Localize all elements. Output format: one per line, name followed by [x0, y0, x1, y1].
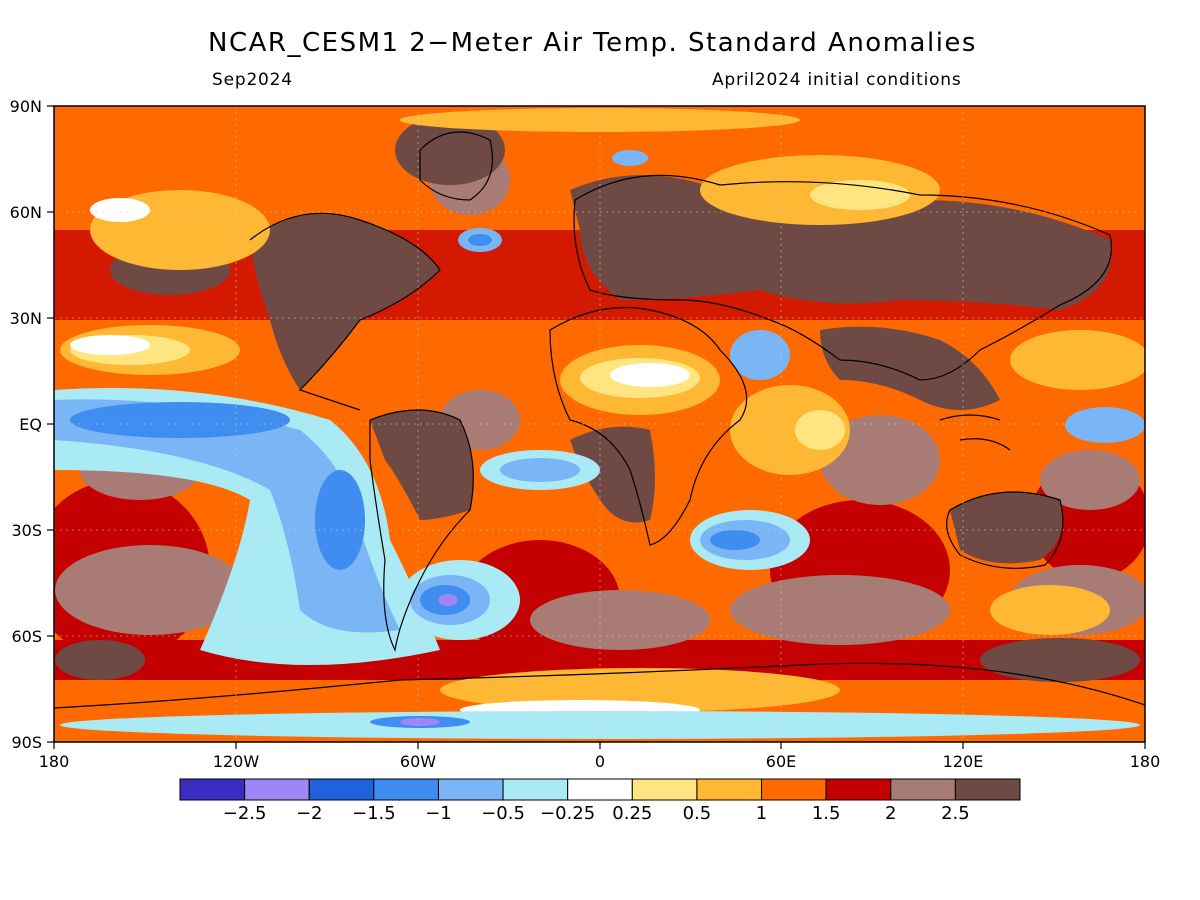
lon-label-60e: 60E: [766, 752, 796, 771]
colorbar-label: −0.25: [540, 803, 595, 824]
colorbar-label: −0.5: [481, 803, 525, 824]
colorbar-swatch: [308, 778, 375, 801]
coastlines: [54, 131, 1145, 709]
colorbar-label: 2: [885, 803, 896, 824]
colorbar-label: 1.5: [812, 803, 841, 824]
map-gridlines: [54, 106, 1145, 742]
colorbar-swatch: [954, 778, 1021, 801]
forecast-month: Sep2024: [212, 70, 293, 90]
initial-conditions: April2024 initial conditions: [712, 70, 962, 90]
axis-ticks: [47, 105, 1146, 749]
map-title: NCAR_CESM1 2−Meter Air Temp. Standard An…: [208, 28, 977, 58]
lat-label-60s: 60S: [11, 627, 42, 646]
lon-label-120e: 120E: [943, 752, 984, 771]
colorbar-label: −1.5: [352, 803, 396, 824]
lon-label-60w: 60W: [400, 752, 436, 771]
lon-label-180w: 180: [39, 752, 70, 771]
lon-label-120w: 120W: [213, 752, 260, 771]
lon-label-0: 0: [595, 752, 605, 771]
map-plot-area: [54, 106, 1145, 742]
colorbar-swatch: [437, 778, 504, 801]
colorbar-label: −2: [296, 803, 323, 824]
colorbar-swatch: [696, 778, 763, 801]
colorbar-swatch: [761, 778, 827, 801]
colorbar-swatch: [567, 778, 633, 801]
colorbar-label: −1: [425, 803, 452, 824]
colorbar-label: −2.5: [223, 803, 267, 824]
lat-label-eq: EQ: [19, 415, 42, 434]
colorbar: −2.5 −2 −1.5 −1 −0.5 −0.25 0.25 0.5 1 1.5 2 2.5: [179, 778, 1021, 824]
anomaly-field-brown-dark: [55, 115, 1140, 682]
colorbar-swatch: [179, 778, 246, 801]
anomaly-field-violet: [400, 594, 458, 726]
colorbar-label: 0.25: [612, 803, 652, 824]
lat-label-60n: 60N: [10, 203, 42, 222]
colorbar-label: 2.5: [941, 803, 970, 824]
colorbar-swatch: [502, 778, 569, 801]
lat-label-90n: 90N: [10, 97, 42, 116]
lat-label-30s: 30S: [11, 521, 42, 540]
colorbar-label: 0.5: [683, 803, 712, 824]
lat-label-90s: 90S: [11, 733, 42, 752]
colorbar-swatch: [890, 778, 956, 801]
colorbar-swatch: [244, 778, 310, 801]
lat-label-30n: 30N: [10, 309, 42, 328]
colorbar-swatch: [825, 778, 892, 801]
lon-label-180e: 180: [1130, 752, 1161, 771]
colorbar-label: 1: [756, 803, 767, 824]
colorbar-swatch: [373, 778, 439, 801]
anomaly-field-lightblue: [54, 150, 1145, 633]
colorbar-swatch: [631, 778, 698, 801]
